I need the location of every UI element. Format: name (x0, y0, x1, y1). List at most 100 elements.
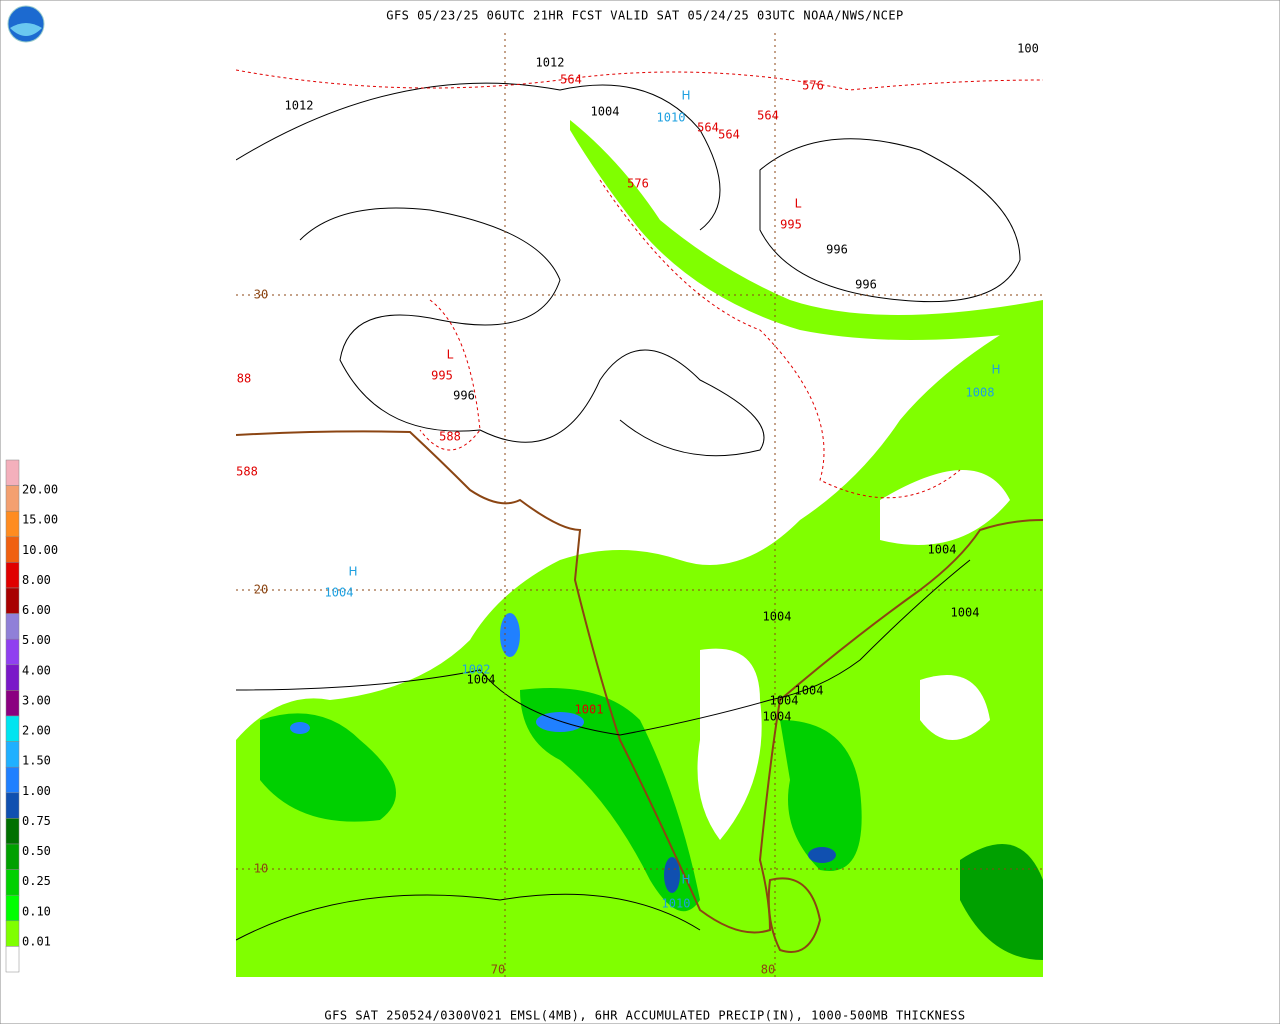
contour-label: 564 (697, 121, 719, 135)
legend-swatch (5, 613, 20, 640)
precip-max (500, 613, 520, 657)
legend-label: 10.00 (22, 543, 58, 557)
contour-label: 1001 (575, 703, 604, 717)
contour-label: 564 (560, 73, 582, 87)
legend-swatch (5, 690, 20, 717)
thickness-line (599, 179, 961, 499)
legend-label: 1.50 (22, 754, 51, 768)
contour-label: 1004 (325, 586, 354, 600)
contour-label: 564 (757, 109, 779, 123)
legend-label: 4.00 (22, 663, 51, 677)
contour-label: 564 (718, 128, 740, 142)
precip-medium (260, 713, 396, 822)
legend-swatch (5, 638, 20, 666)
contour-label: 1004 (591, 105, 620, 119)
contour-label: 1008 (966, 386, 995, 400)
contour-label: 100 (1017, 42, 1039, 56)
legend-swatch (5, 510, 20, 538)
dry-area (697, 648, 762, 840)
contour-label: 30 (254, 288, 268, 302)
dry-area (920, 675, 990, 740)
contour-label: 1004 (770, 694, 799, 708)
precip-medium (520, 688, 700, 912)
pressure-center: H (348, 565, 357, 579)
legend-swatch (5, 587, 20, 614)
pressure-center: L (447, 348, 454, 362)
pressure-center: H (681, 89, 690, 103)
contour-label: 996 (855, 278, 877, 292)
contour-label: 995 (431, 369, 453, 383)
legend-label: 5.00 (22, 633, 51, 647)
contour-label: 10 (254, 862, 268, 876)
noaa-logo-wave (10, 23, 42, 36)
legend-swatch (5, 920, 20, 947)
legend-swatch (5, 536, 20, 563)
legend-label: 6.00 (22, 603, 51, 617)
contour-label: 1004 (763, 610, 792, 624)
precip-max (664, 857, 680, 893)
legend-swatch (5, 792, 20, 819)
legend-swatch (5, 894, 20, 922)
contour-label: 996 (826, 243, 848, 257)
legend-label: 0.10 (22, 904, 51, 918)
legend-label: 3.00 (22, 693, 51, 707)
legend-label: 8.00 (22, 573, 51, 587)
legend-label: 15.00 (22, 513, 58, 527)
legend-swatch (5, 664, 20, 691)
contour-label: 70 (491, 963, 505, 977)
isobar (236, 559, 971, 736)
contour-label: 1010 (662, 897, 691, 911)
contour-label: 588 (439, 430, 461, 444)
contour-label: 1004 (763, 710, 792, 724)
legend-swatch (5, 741, 20, 768)
contour-label: 588 (236, 465, 258, 479)
legend-swatch (5, 869, 20, 896)
contour-label: 88 (237, 372, 251, 386)
contour-label: 1004 (951, 606, 980, 620)
contour-label: 1004 (467, 673, 496, 687)
contour-label: 996 (453, 389, 475, 403)
thickness-line (236, 69, 1043, 91)
contour-label: 20 (254, 583, 268, 597)
coastline (767, 877, 822, 953)
isobar (236, 82, 721, 231)
legend-label: 1.00 (22, 784, 51, 798)
pressure-center: L (795, 197, 802, 211)
contour-label: 1012 (285, 99, 314, 113)
legend-label: 2.00 (22, 724, 51, 738)
legend-label: 0.25 (22, 874, 51, 888)
isobar (299, 207, 765, 457)
precip-max (808, 847, 836, 863)
pressure-center: H (991, 363, 1000, 377)
precip-medium (780, 720, 862, 871)
contour-label: 995 (780, 218, 802, 232)
legend-label: 0.75 (22, 814, 51, 828)
contour-label: 576 (802, 79, 824, 93)
legend-swatch (5, 766, 20, 794)
coastline (236, 430, 1043, 934)
isobar (236, 893, 701, 941)
legend-swatch (5, 946, 20, 973)
dry-area (880, 470, 1010, 545)
contour-label: 1004 (795, 684, 824, 698)
contour-label: 80 (761, 963, 775, 977)
contour-label: 1010 (657, 111, 686, 125)
legend-label: 0.50 (22, 844, 51, 858)
contour-label: 1002 (462, 663, 491, 677)
contour-label: 1004 (928, 543, 957, 557)
precip-band (570, 120, 1043, 340)
pressure-center: H (681, 873, 690, 887)
precip-heavy (960, 844, 1043, 960)
isobar (759, 138, 1021, 303)
legend-swatch (5, 562, 20, 589)
legend-swatch (5, 818, 20, 845)
legend-swatch (5, 485, 20, 512)
legend-swatch (5, 715, 20, 742)
contour-label: 576 (627, 177, 649, 191)
map-area (236, 33, 1043, 977)
contour-label: 1012 (536, 56, 565, 70)
legend-label: 20.00 (22, 483, 58, 497)
legend-label: 0.01 (22, 935, 51, 949)
footer-text: GFS SAT 250524/0300V021 EMSL(4MB), 6HR A… (324, 1009, 965, 1023)
